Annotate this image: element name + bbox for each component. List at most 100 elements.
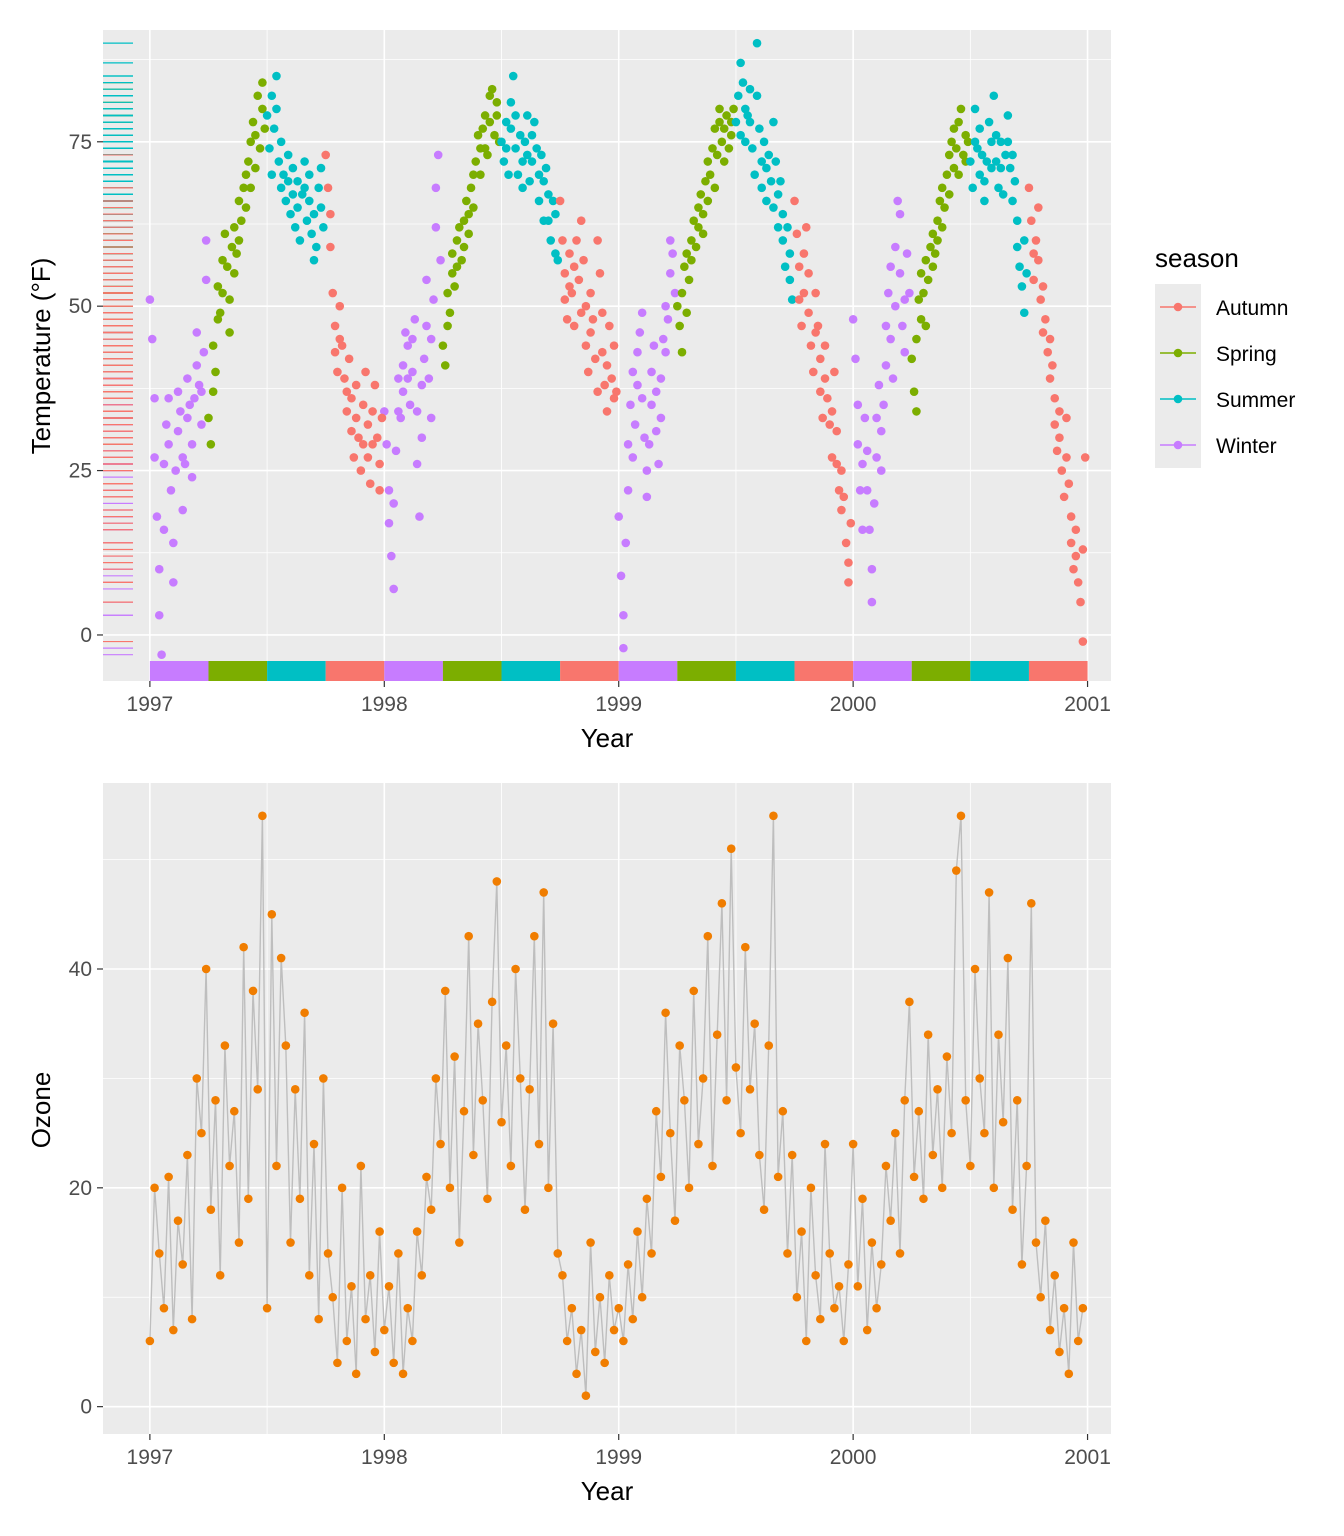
temperature-point bbox=[661, 347, 670, 357]
temperature-point bbox=[218, 288, 227, 298]
ozone-point bbox=[609, 1325, 619, 1335]
temperature-point bbox=[745, 117, 755, 127]
temperature-point bbox=[668, 249, 677, 258]
temperature-point bbox=[944, 150, 954, 160]
ozone-point bbox=[694, 1139, 703, 1149]
temperature-point bbox=[752, 38, 762, 48]
x-tick-label: 1999 bbox=[595, 693, 642, 716]
temperature-point bbox=[593, 236, 602, 245]
ozone-point bbox=[558, 1271, 567, 1280]
ozone-point bbox=[684, 1183, 694, 1193]
temperature-point bbox=[937, 222, 947, 232]
temperature-point bbox=[694, 203, 703, 212]
ozone-point bbox=[834, 1281, 844, 1291]
ozone-point bbox=[708, 1161, 717, 1171]
temperature-point bbox=[375, 486, 384, 495]
temperature-point bbox=[272, 104, 281, 114]
temperature-point bbox=[820, 374, 830, 383]
temperature-point bbox=[314, 183, 323, 193]
temperature-point bbox=[930, 249, 940, 258]
ozone-point bbox=[825, 1249, 834, 1258]
temperature-point bbox=[790, 196, 799, 206]
temperature-point bbox=[684, 275, 694, 285]
temperature-point bbox=[530, 117, 539, 127]
temperature-point bbox=[1066, 512, 1076, 521]
temperature-point bbox=[670, 288, 680, 298]
ozone-point bbox=[258, 811, 267, 821]
season-bar-segment bbox=[501, 661, 561, 681]
y-tick-label: 75 bbox=[69, 131, 92, 154]
temperature-point bbox=[980, 196, 989, 206]
temperature-point bbox=[689, 216, 699, 225]
temperature-point bbox=[304, 196, 314, 206]
season-legend: season Autumn Spring Summer Winter bbox=[1155, 243, 1295, 468]
temperature-point bbox=[417, 380, 427, 390]
ozone-point bbox=[530, 931, 539, 941]
ozone-point bbox=[319, 1074, 328, 1083]
legend-key-point bbox=[1173, 348, 1183, 358]
temperature-point bbox=[452, 262, 462, 272]
temperature-point bbox=[520, 137, 530, 147]
ozone-point bbox=[811, 1271, 820, 1280]
temperature-point bbox=[307, 229, 316, 239]
ozone-point bbox=[698, 1074, 708, 1083]
ozone-point bbox=[225, 1161, 234, 1171]
temperature-point bbox=[961, 130, 970, 140]
ozone-point bbox=[933, 1085, 942, 1094]
temperature-point bbox=[208, 387, 218, 396]
temperature-point bbox=[164, 439, 173, 449]
ozone-point bbox=[909, 1172, 919, 1182]
temperature-point bbox=[804, 308, 813, 318]
temperature-point bbox=[403, 341, 413, 350]
temperature-point bbox=[333, 367, 342, 377]
temperature-point bbox=[738, 78, 748, 87]
temperature-point bbox=[729, 104, 738, 114]
temperature-point bbox=[731, 117, 741, 127]
ozone-point bbox=[989, 1183, 999, 1193]
ozone-point bbox=[1017, 1260, 1027, 1269]
temperature-point bbox=[579, 255, 588, 265]
temperature-point bbox=[408, 367, 417, 377]
temperature-point bbox=[977, 150, 987, 160]
temperature-point bbox=[825, 420, 834, 429]
temperature-point bbox=[234, 236, 244, 245]
temperature-point bbox=[832, 426, 842, 436]
temperature-point bbox=[1034, 255, 1043, 265]
temperature-point bbox=[598, 347, 607, 357]
ozone-point bbox=[914, 1106, 924, 1116]
temperature-point bbox=[384, 486, 394, 495]
temperature-point bbox=[572, 236, 581, 245]
ozone-point bbox=[544, 1183, 553, 1193]
temperature-point bbox=[159, 525, 169, 535]
legend-label: Winter bbox=[1216, 435, 1277, 458]
temperature-point bbox=[1043, 347, 1053, 357]
temperature-point bbox=[192, 328, 202, 337]
ozone-point bbox=[717, 899, 727, 908]
ozone-point bbox=[455, 1238, 464, 1247]
temperature-point bbox=[169, 578, 178, 587]
temperature-point bbox=[201, 275, 211, 285]
temperature-point bbox=[673, 301, 682, 311]
ozone-point bbox=[300, 1008, 309, 1018]
temperature-point bbox=[201, 236, 211, 245]
x-tick-label: 1997 bbox=[127, 1446, 174, 1469]
temperature-point bbox=[433, 150, 443, 160]
temperature-point bbox=[1048, 361, 1057, 370]
ozone-point bbox=[1026, 899, 1036, 908]
ozone-point bbox=[787, 1150, 797, 1160]
temperature-point bbox=[204, 413, 213, 423]
ozone-point bbox=[483, 1194, 492, 1204]
temperature-point bbox=[872, 413, 881, 423]
temperature-point bbox=[773, 222, 783, 232]
temperature-point bbox=[900, 347, 910, 357]
temperature-point bbox=[808, 367, 818, 377]
ozone-point bbox=[403, 1303, 413, 1313]
ozone-point bbox=[440, 986, 450, 996]
temperature-point bbox=[237, 216, 246, 225]
temperature-point bbox=[349, 453, 359, 462]
temperature-point bbox=[811, 328, 820, 337]
temperature-point bbox=[464, 229, 473, 239]
ozone-point bbox=[333, 1358, 342, 1368]
temperature-point bbox=[335, 301, 345, 311]
temperature-point bbox=[682, 308, 692, 318]
